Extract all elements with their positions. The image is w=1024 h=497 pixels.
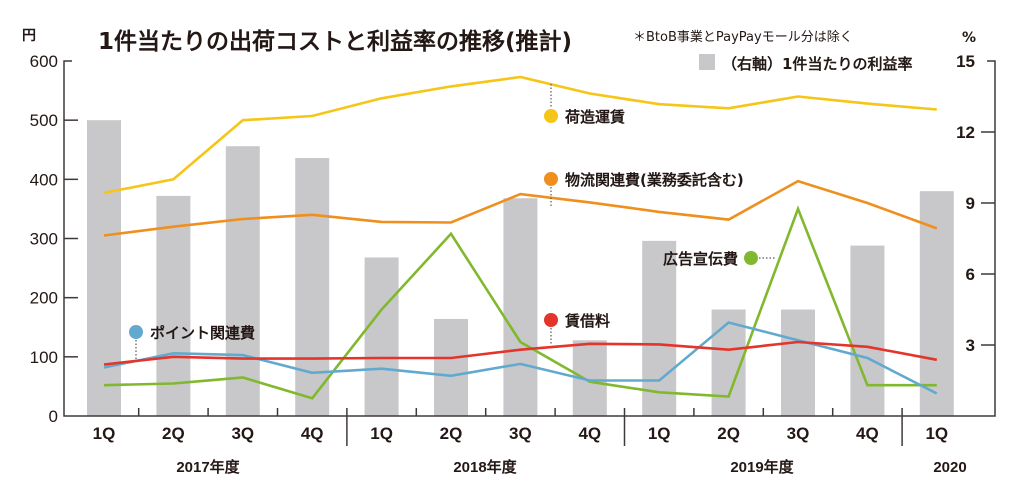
- left-tick-label: 600: [30, 52, 58, 71]
- x-tick-label: 1Q: [93, 424, 116, 443]
- bars-layer: [87, 120, 954, 417]
- x-tick-label: 4Q: [578, 424, 601, 443]
- points-marker-icon: [129, 325, 143, 339]
- x-tick-label: 4Q: [856, 424, 879, 443]
- bar-profit-rate: [156, 195, 191, 416]
- bar-profit-rate: [503, 198, 538, 416]
- line-advertising: [103, 205, 937, 400]
- left-axis-unit: 円: [22, 28, 36, 44]
- right-tick-label: 9: [966, 194, 975, 213]
- x-tick-label: 3Q: [509, 424, 532, 443]
- lines-layer: [103, 75, 938, 400]
- right-tick-label: 6: [966, 265, 975, 284]
- left-tick-label: 200: [30, 289, 58, 308]
- left-tick-label: 500: [30, 111, 58, 130]
- line-rent: [103, 340, 938, 366]
- x-tick-label: 3Q: [231, 424, 254, 443]
- x-tick-label: 2Q: [440, 424, 463, 443]
- right-axis-unit: %: [962, 30, 976, 46]
- x-tick-label: 1Q: [648, 424, 671, 443]
- bar-profit-rate: [225, 146, 260, 416]
- x-tick-label: 2Q: [162, 424, 185, 443]
- year-label: 2020: [933, 459, 966, 476]
- x-tick-label: 1Q: [370, 424, 393, 443]
- bar-profit-rate: [919, 191, 954, 416]
- bar-profit-rate: [434, 318, 468, 416]
- right-tick-label: 3: [966, 336, 975, 355]
- advertising-marker-icon: [744, 251, 758, 265]
- chart-note: ＊BtoB事業とPayPayモール分は除く: [633, 29, 853, 45]
- line-freight: [103, 75, 937, 195]
- logistics-marker-icon: [544, 172, 558, 186]
- year-label: 2017年度: [176, 458, 240, 476]
- x-tick-label: 1Q: [925, 424, 948, 443]
- legend-bar-swatch: [699, 54, 715, 70]
- x-tick-label: 3Q: [787, 424, 810, 443]
- line-points: [103, 321, 938, 395]
- left-tick-label: 400: [30, 170, 58, 189]
- label-advertising: 広告宣伝費: [663, 250, 738, 268]
- bar-profit-rate: [642, 240, 677, 416]
- bar-profit-rate: [295, 158, 330, 417]
- bar-profit-rate: [850, 245, 885, 416]
- left-tick-label: 0: [49, 407, 58, 426]
- x-tick-label: 2Q: [717, 424, 740, 443]
- bar-profit-rate: [87, 120, 121, 417]
- label-freight: 荷造運賃: [565, 108, 625, 126]
- left-tick-label: 100: [30, 348, 58, 367]
- axis-frame: [63, 60, 996, 417]
- line-logistics: [103, 179, 938, 237]
- ticks-layer: 0 100 200 300 400 500 600 3 6 9 12 15 1Q 2Q 3Q 4Q 1Q 2Q 3Q…: [30, 52, 995, 476]
- axes-layer: [63, 60, 996, 417]
- right-tick-label: 12: [956, 123, 975, 142]
- chart-title: 1件当たりの出荷コストと利益率の推移(推計): [98, 28, 572, 55]
- year-label: 2019年度: [730, 458, 794, 476]
- year-label: 2018年度: [453, 458, 517, 476]
- label-points: ポイント関連費: [150, 324, 255, 342]
- bar-profit-rate: [364, 257, 399, 416]
- x-tick-label: 4Q: [301, 424, 324, 443]
- rent-marker-icon: [544, 313, 558, 327]
- label-rent: 賃借料: [564, 312, 610, 330]
- label-logistics: 物流関連費(業務委託含む): [565, 171, 744, 189]
- bar-profit-rate: [781, 309, 815, 416]
- right-tick-label: 15: [956, 52, 975, 71]
- legend-bar-label: （右軸）1件当たりの利益率: [722, 55, 912, 73]
- freight-marker-icon: [544, 109, 558, 123]
- left-tick-label: 300: [30, 230, 58, 249]
